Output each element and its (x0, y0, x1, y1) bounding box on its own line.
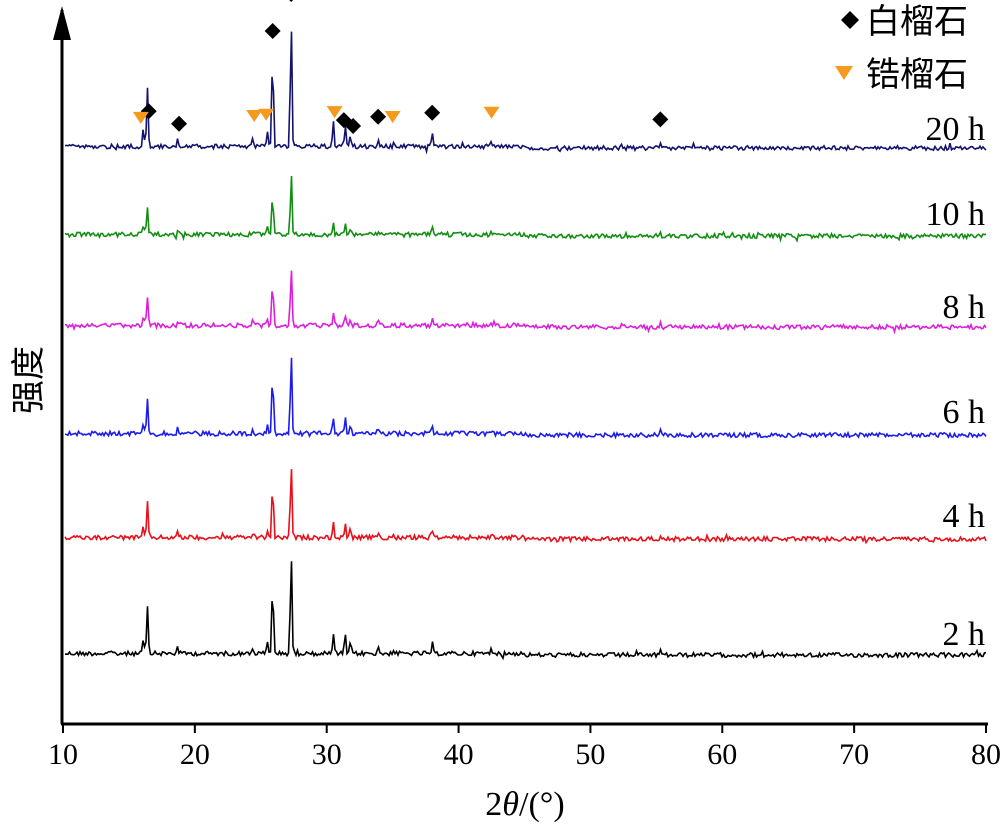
series-label: 8 h (943, 289, 986, 326)
x-axis-label-suffix: /(°) (519, 786, 565, 823)
leucite-marker (345, 117, 362, 134)
garnet-marker (483, 106, 500, 119)
series-label: 20 h (926, 111, 986, 148)
marker-group (132, 0, 669, 134)
series-label: 10 h (926, 196, 986, 233)
garnet-marker (326, 106, 343, 119)
leucite-marker (289, 0, 294, 2)
leucite-marker (424, 104, 441, 121)
series-label: 4 h (943, 498, 986, 535)
garnet-marker (132, 111, 149, 124)
series-line-0 (64, 561, 986, 661)
x-tick-label: 60 (707, 738, 737, 771)
x-tick-label: 80 (971, 738, 1000, 771)
garnet-marker (384, 111, 401, 124)
series-line-5 (64, 31, 987, 155)
leucite-marker (171, 115, 188, 132)
legend-label-leucite: 白榴石 (866, 3, 968, 41)
series-label: 2 h (943, 616, 986, 653)
leucite-marker (370, 108, 387, 125)
legend-diamond-icon (841, 11, 859, 29)
x-tick-label: 70 (839, 738, 869, 771)
series-labels: 2 h 4 h 6 h 8 h 10 h 20 h (926, 111, 986, 653)
y-axis-arrow (53, 6, 71, 40)
x-axis-label-theta: θ (502, 786, 519, 823)
garnet-marker (246, 110, 263, 123)
x-tick-label: 30 (312, 738, 342, 771)
x-tick-label: 40 (444, 738, 474, 771)
legend-triangle-icon (835, 66, 853, 80)
series-line-4 (64, 175, 987, 243)
x-tick-label: 50 (575, 738, 605, 771)
leucite-marker (264, 22, 281, 39)
leucite-marker (652, 111, 669, 128)
garnet-marker (258, 108, 275, 121)
x-axis-label-prefix: 2 (485, 786, 502, 823)
series-group (64, 31, 987, 661)
legend: 白榴石 锆榴石 (835, 3, 968, 94)
series-line-1 (64, 469, 987, 545)
series-line-3 (64, 270, 987, 335)
series-label: 6 h (943, 394, 986, 431)
y-axis-label: 强度 (10, 346, 48, 414)
series-line-2 (64, 357, 987, 440)
legend-label-garnet: 锆榴石 (866, 56, 968, 94)
x-axis-label: 2θ/(°) (485, 786, 564, 823)
x-tick-label: 10 (48, 738, 78, 771)
x-tick-label: 20 (180, 738, 210, 771)
x-ticks: 10 20 30 40 50 60 70 80 (48, 724, 1000, 771)
